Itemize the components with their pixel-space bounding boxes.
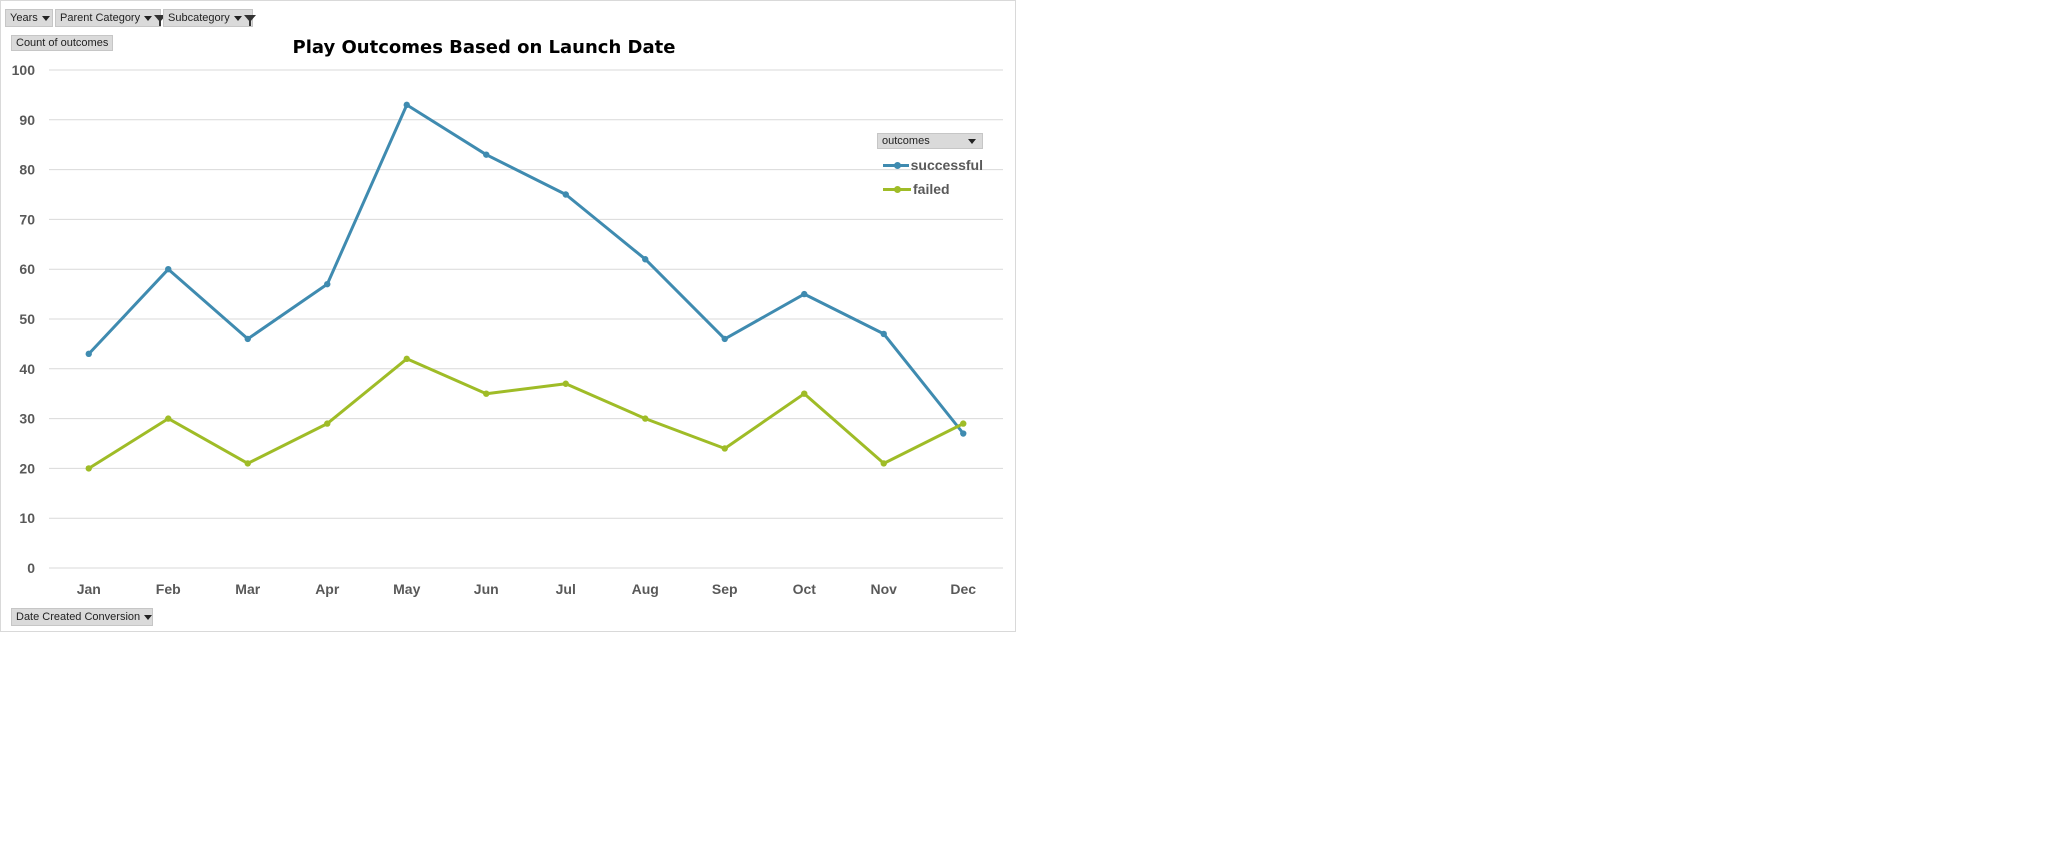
filter-parent-category-label: Parent Category — [60, 12, 141, 24]
data-point-failed — [642, 415, 649, 422]
data-point-failed — [165, 415, 172, 422]
x-tick-label: Feb — [156, 581, 181, 597]
y-tick-label: 30 — [19, 411, 35, 427]
y-tick-label: 50 — [19, 311, 35, 327]
dropdown-arrow-icon — [968, 139, 976, 144]
data-point-failed — [324, 420, 331, 427]
data-point-failed — [85, 465, 92, 472]
legend-label-successful: successful — [910, 157, 983, 173]
data-point-successful — [880, 330, 887, 338]
data-point-failed — [801, 390, 808, 397]
y-tick-label: 80 — [19, 162, 35, 178]
x-tick-label: Jul — [556, 581, 576, 597]
data-point-successful — [244, 335, 251, 343]
y-tick-label: 0 — [27, 560, 35, 576]
x-tick-label: May — [393, 581, 420, 597]
x-tick-label: Oct — [793, 581, 817, 597]
plot-area: 0 10 20 30 40 50 60 70 80 90 100 Jan Feb Mar Apr May Jun… — [12, 62, 1003, 597]
x-tick-label: Jun — [474, 581, 499, 597]
data-point-successful — [483, 151, 490, 158]
data-point-successful — [801, 290, 808, 298]
legend-label-failed: failed — [913, 181, 950, 197]
filter-years-label: Years — [10, 12, 38, 24]
y-tick-label: 100 — [12, 62, 36, 78]
data-point-successful — [85, 350, 92, 358]
data-point-successful — [562, 191, 569, 198]
legend-item-successful: successful — [883, 157, 983, 173]
chart-title: Play Outcomes Based on Launch Date — [292, 37, 676, 58]
legend-field-label: outcomes — [882, 135, 930, 147]
filter-parent-category-button[interactable]: Parent Category — [55, 9, 167, 27]
x-tick-label: Aug — [632, 581, 659, 597]
dropdown-arrow-icon — [144, 15, 153, 21]
filter-funnel-icon — [154, 14, 167, 26]
x-tick-label: Mar — [235, 581, 260, 597]
x-tick-label: Nov — [871, 581, 898, 597]
data-point-failed — [244, 460, 251, 467]
x-tick-label: Jan — [77, 581, 101, 597]
x-tick-label: Dec — [950, 581, 976, 597]
x-tick-label: Apr — [315, 581, 340, 597]
data-point-successful — [165, 266, 172, 273]
pivot-chart-area: Years Parent Category Subcategory Count … — [0, 0, 1016, 632]
data-point-successful — [721, 335, 728, 343]
dropdown-arrow-icon — [233, 15, 242, 21]
x-tick-label: Sep — [712, 581, 738, 597]
series-line-failed — [88, 357, 964, 470]
legend-swatch-failed — [883, 185, 911, 193]
legend: outcomes successful failed — [877, 133, 983, 197]
y-tick-label: 10 — [19, 510, 35, 526]
y-tick-label: 40 — [19, 361, 35, 377]
series-line-successful — [87, 103, 965, 435]
filter-subcategory-button[interactable]: Subcategory — [163, 9, 256, 27]
dropdown-arrow-icon — [144, 614, 153, 620]
filter-years-button[interactable]: Years — [5, 9, 53, 27]
filter-funnel-icon — [243, 14, 256, 26]
y-tick-label: 60 — [19, 261, 35, 277]
y-tick-label: 70 — [19, 211, 35, 227]
data-point-successful — [324, 280, 331, 288]
legend-swatch-successful — [883, 161, 909, 169]
legend-field-button[interactable]: outcomes — [877, 133, 983, 149]
data-point-successful — [960, 430, 967, 437]
axis-field-label: Date Created Conversion — [16, 611, 141, 623]
dropdown-arrow-icon — [41, 15, 50, 21]
data-point-failed — [403, 355, 410, 363]
data-point-failed — [880, 460, 887, 467]
data-point-successful — [403, 101, 410, 109]
y-tick-label: 20 — [19, 460, 35, 476]
data-point-failed — [960, 420, 967, 427]
axis-field-button[interactable]: Date Created Conversion — [11, 608, 153, 626]
data-point-failed — [483, 390, 490, 397]
data-point-failed — [562, 380, 569, 387]
data-point-failed — [721, 445, 728, 452]
y-tick-label: 90 — [19, 112, 35, 128]
data-point-successful — [642, 256, 649, 263]
legend-item-failed: failed — [883, 181, 983, 197]
value-field-button[interactable]: Count of outcomes — [11, 35, 114, 51]
filter-subcategory-label: Subcategory — [168, 12, 230, 24]
